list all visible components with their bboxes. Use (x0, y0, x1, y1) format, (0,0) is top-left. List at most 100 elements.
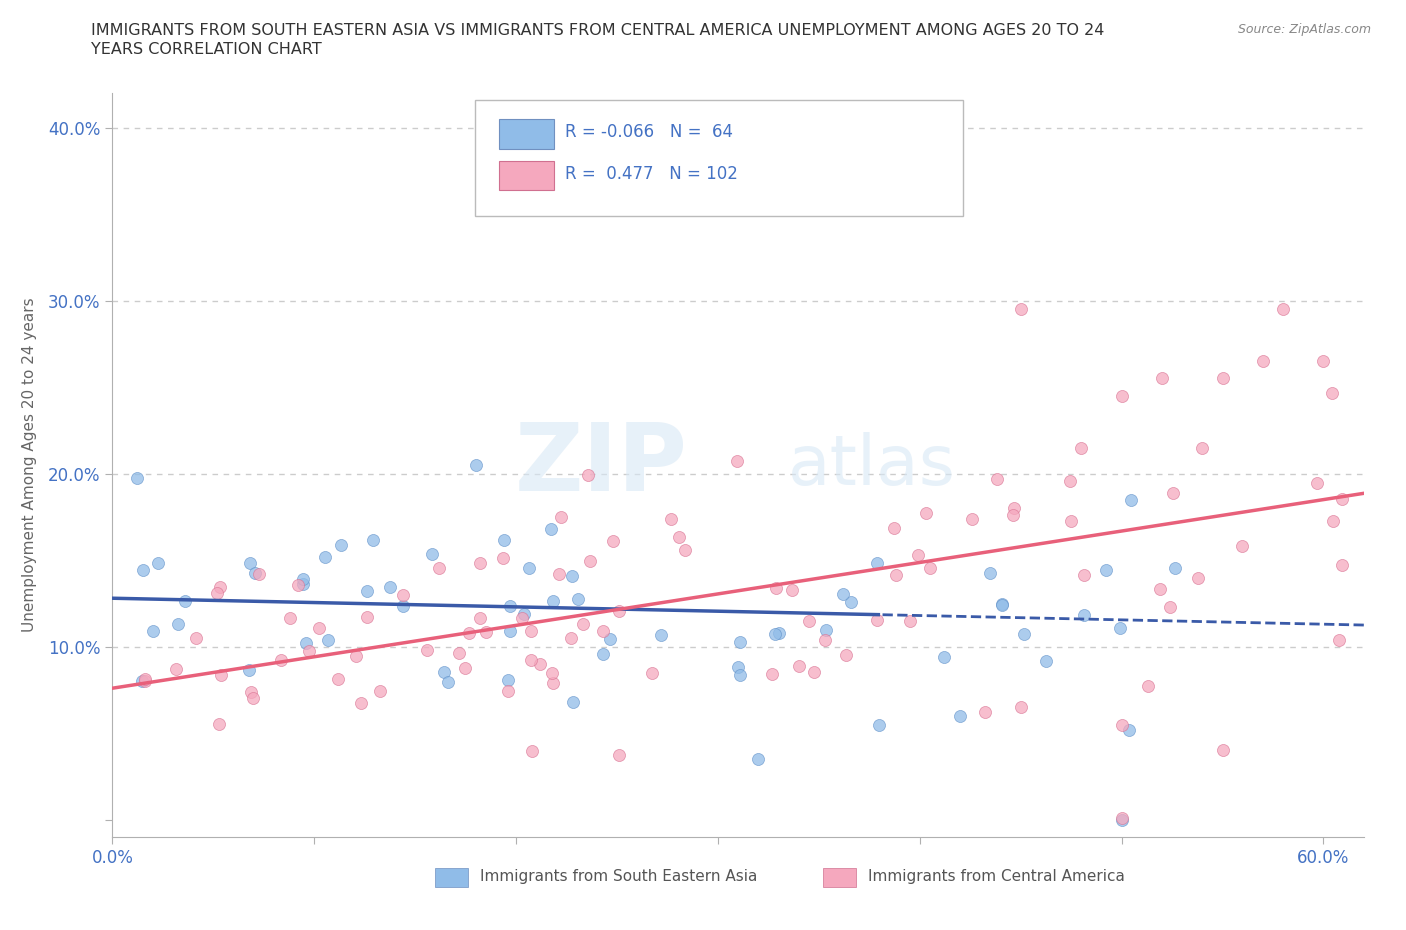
Point (447, 646, 470, 661)
Point (239, 555, 262, 570)
Point (560, 631, 582, 645)
Point (433, 665, 456, 680)
Point (1001, 508, 1024, 523)
Point (468, 556, 491, 571)
Point (209, 668, 232, 683)
Point (131, 563, 153, 578)
Point (247, 566, 270, 581)
Point (1111, 717, 1133, 732)
Point (1119, 492, 1142, 507)
Point (436, 675, 458, 690)
Point (673, 542, 696, 557)
Point (991, 597, 1014, 612)
Point (287, 578, 309, 592)
Point (131, 674, 153, 689)
Point (292, 577, 315, 591)
Point (607, 748, 630, 763)
Point (548, 567, 571, 582)
Point (1014, 627, 1036, 642)
Point (165, 661, 187, 676)
Point (1327, 632, 1350, 647)
Point (1073, 608, 1095, 623)
Point (1111, 389, 1133, 404)
Point (659, 512, 682, 526)
Point (647, 198, 669, 213)
Point (458, 626, 481, 641)
Point (725, 454, 748, 469)
Point (1272, 302, 1295, 317)
Point (835, 647, 858, 662)
FancyBboxPatch shape (499, 119, 554, 149)
Point (208, 579, 231, 594)
Point (1191, 440, 1213, 455)
Point (391, 588, 413, 603)
Point (974, 704, 997, 719)
Text: R = -0.066   N =  64: R = -0.066 N = 64 (565, 124, 734, 141)
Point (1320, 386, 1343, 401)
Point (1322, 513, 1344, 528)
Text: ZIP: ZIP (515, 419, 688, 511)
Point (329, 538, 352, 552)
Point (392, 599, 415, 614)
Point (464, 458, 486, 472)
Point (314, 550, 336, 565)
Point (1161, 485, 1184, 500)
Point (576, 468, 599, 483)
Text: Source: ZipAtlas.com: Source: ZipAtlas.com (1237, 23, 1371, 36)
Point (803, 665, 825, 680)
Point (494, 533, 516, 548)
Point (166, 617, 188, 631)
Point (831, 586, 853, 601)
Point (520, 743, 543, 758)
Point (550, 510, 572, 525)
Point (496, 684, 519, 698)
Point (949, 709, 972, 724)
Text: R =  0.477   N = 102: R = 0.477 N = 102 (565, 166, 738, 183)
Point (1159, 599, 1181, 614)
Point (1002, 500, 1025, 515)
Text: Immigrants from South Eastern Asia: Immigrants from South Eastern Asia (481, 869, 758, 883)
Point (1212, 743, 1234, 758)
Point (814, 632, 837, 647)
Point (898, 614, 921, 629)
Point (513, 607, 536, 622)
Point (728, 668, 751, 683)
Point (361, 533, 384, 548)
Point (242, 691, 264, 706)
FancyBboxPatch shape (436, 868, 468, 887)
Point (780, 582, 803, 597)
Point (668, 529, 690, 544)
Point (727, 660, 749, 675)
Point (886, 567, 908, 582)
Text: atlas: atlas (789, 432, 956, 498)
FancyBboxPatch shape (475, 100, 963, 216)
Point (308, 620, 330, 635)
FancyBboxPatch shape (499, 161, 554, 191)
Point (865, 612, 887, 627)
Point (1232, 538, 1254, 553)
Point (1070, 440, 1092, 455)
Point (592, 646, 614, 661)
Point (529, 657, 551, 671)
Point (914, 505, 936, 520)
Point (1060, 513, 1083, 528)
Point (1111, 812, 1133, 827)
Point (316, 633, 339, 648)
Point (979, 565, 1001, 580)
Point (561, 569, 583, 584)
Text: IMMIGRANTS FROM SOUTH EASTERN ASIA VS IMMIGRANTS FROM CENTRAL AMERICA UNEMPLOYME: IMMIGRANTS FROM SOUTH EASTERN ASIA VS IM… (91, 23, 1105, 38)
Point (868, 717, 890, 732)
Point (350, 696, 373, 711)
Point (728, 634, 751, 649)
Point (519, 652, 541, 667)
Text: YEARS CORRELATION CHART: YEARS CORRELATION CHART (91, 42, 322, 57)
Point (567, 591, 589, 606)
Point (962, 512, 984, 526)
Point (356, 583, 378, 598)
Point (208, 716, 231, 731)
Point (470, 610, 492, 625)
Point (1149, 581, 1171, 596)
Point (607, 603, 630, 618)
Point (541, 666, 564, 681)
Point (1137, 679, 1160, 694)
